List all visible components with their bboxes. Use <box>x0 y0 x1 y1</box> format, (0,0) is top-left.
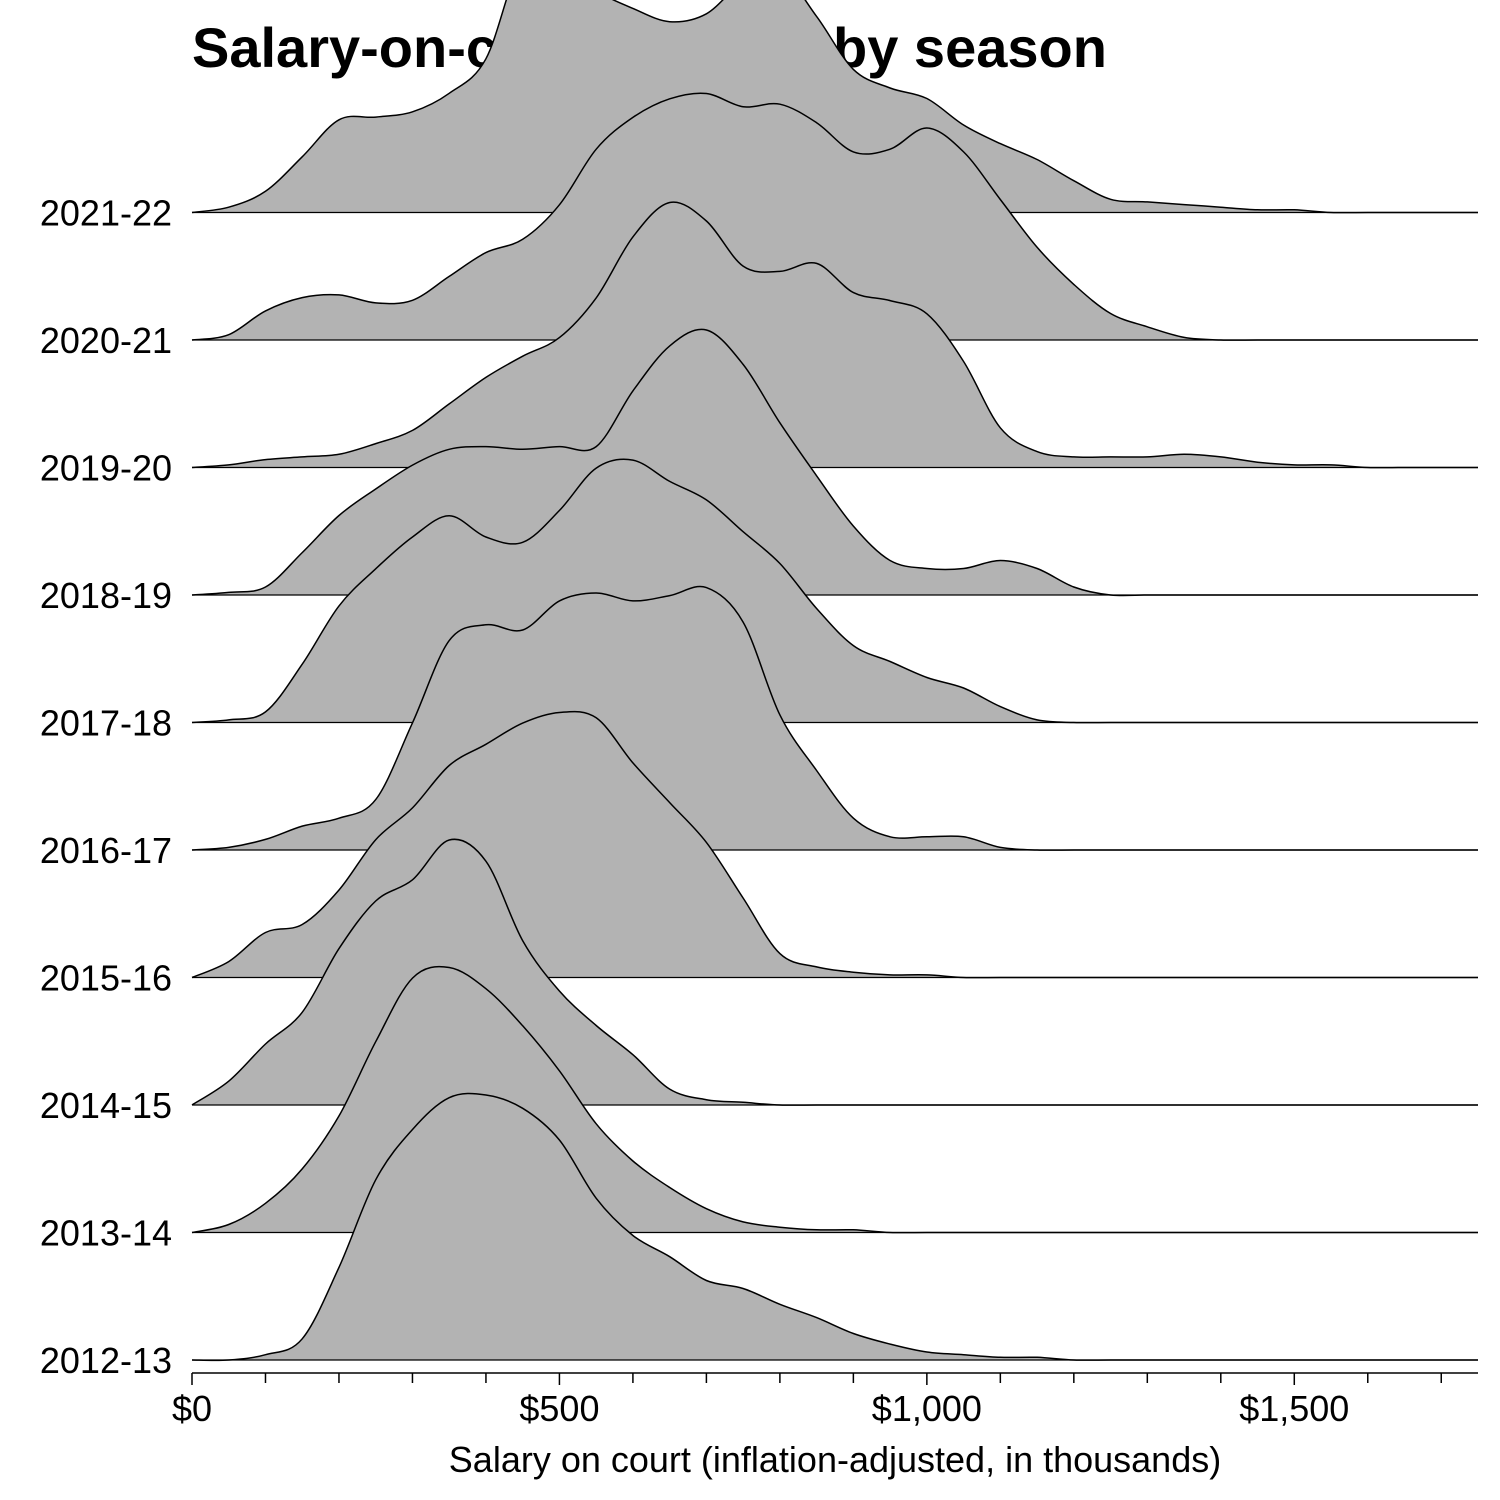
y-tick-label-2014-15: 2014-15 <box>40 1085 172 1126</box>
ridge-outline-2021-22 <box>191 0 1478 214</box>
ridge-2012-13: 2012-13 <box>40 1092 1478 1381</box>
x-axis: $0 $500 $1,000 $1,500 <box>172 1372 1478 1429</box>
y-tick-label-2012-13: 2012-13 <box>40 1340 172 1381</box>
ridge-fill-2020-21 <box>192 93 1478 341</box>
ridges-group: 2021-22 2020-21 2019-20 2018-19 2017-18 2016-… <box>40 0 1478 1381</box>
y-tick-label-2019-20: 2019-20 <box>40 448 172 489</box>
x-axis-label: Salary on court (inflation-adjusted, in … <box>449 1439 1221 1480</box>
ridge-2015-16: 2015-16 <box>40 710 1478 999</box>
ridge-outline-2019-20 <box>191 201 1478 469</box>
ridge-fill-2019-20 <box>192 202 1478 468</box>
ridge-fill-2012-13 <box>192 1093 1478 1361</box>
y-tick-label-2020-21: 2020-21 <box>40 320 172 361</box>
y-tick-label-2016-17: 2016-17 <box>40 830 172 871</box>
ridge-2014-15: 2014-15 <box>40 838 1478 1126</box>
y-tick-label-2015-16: 2015-16 <box>40 958 172 999</box>
ridge-fill-2018-19 <box>192 329 1478 596</box>
x-tick-label: $500 <box>519 1388 599 1429</box>
ridge-fill-2021-22 <box>192 0 1478 213</box>
ridge-2013-14: 2013-14 <box>40 965 1478 1254</box>
y-tick-label-2021-22: 2021-22 <box>40 193 172 234</box>
y-tick-label-2018-19: 2018-19 <box>40 575 172 616</box>
y-tick-label-2017-18: 2017-18 <box>40 703 172 744</box>
x-tick-label: $1,500 <box>1239 1388 1349 1429</box>
ridge-fill-2015-16 <box>192 711 1478 978</box>
y-tick-label-2013-14: 2013-14 <box>40 1213 172 1254</box>
x-tick-label: $0 <box>172 1388 212 1429</box>
ridge-2019-20: 2019-20 <box>40 201 1478 489</box>
x-tick-label: $1,000 <box>872 1388 982 1429</box>
